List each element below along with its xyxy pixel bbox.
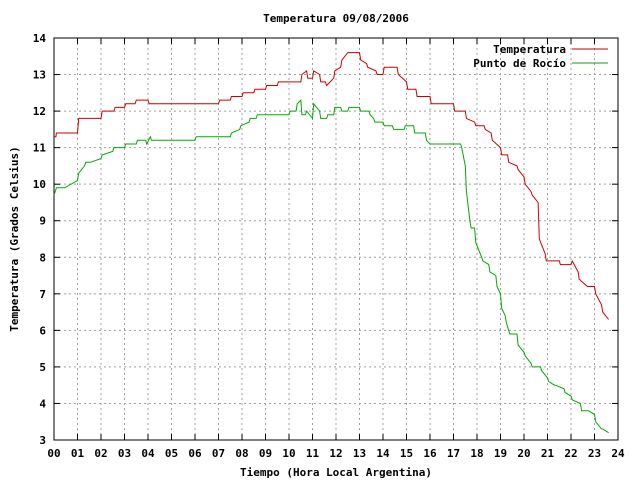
x-tick-label: 23	[588, 447, 601, 460]
y-tick-label: 13	[33, 69, 46, 82]
series-line-punto-de-rocio	[53, 98, 609, 434]
x-tick-label: 16	[423, 447, 437, 460]
legend-label: Temperatura	[493, 43, 566, 56]
x-tick-label: 00	[47, 447, 60, 460]
x-tick-label: 22	[564, 447, 577, 460]
x-tick-label: 15	[400, 447, 413, 460]
x-tick-label: 21	[541, 447, 555, 460]
y-tick-label: 12	[33, 105, 46, 118]
x-tick-label: 18	[470, 447, 483, 460]
x-tick-label: 11	[306, 447, 320, 460]
y-tick-label: 8	[39, 251, 46, 264]
chart-title: Temperatura 09/08/2006	[263, 12, 409, 25]
x-tick-label: 05	[165, 447, 178, 460]
y-tick-label: 4	[39, 397, 46, 410]
grid	[54, 38, 618, 440]
x-tick-label: 19	[494, 447, 507, 460]
y-tick-label: 6	[39, 324, 46, 337]
x-tick-label: 03	[118, 447, 131, 460]
y-tick-label: 9	[39, 215, 46, 228]
y-axis-label: Temperatura (Grados Celsius)	[8, 146, 21, 331]
series-layer	[53, 52, 609, 434]
x-tick-label: 08	[235, 447, 248, 460]
x-axis-label: Tiempo (Hora Local Argentina)	[240, 466, 432, 479]
y-tick-label: 14	[33, 32, 47, 45]
y-tick-label: 3	[39, 434, 46, 447]
x-axis-ticks: 00 01 02 03 04 05 06 07 08 09 10 11 12 13 14 15 16 17 18 19…	[47, 38, 625, 460]
x-tick-label: 04	[141, 447, 155, 460]
x-tick-label: 06	[188, 447, 202, 460]
x-tick-label: 20	[517, 447, 530, 460]
x-tick-label: 17	[447, 447, 460, 460]
x-tick-label: 14	[376, 447, 390, 460]
x-tick-label: 12	[329, 447, 342, 460]
y-tick-label: 10	[33, 178, 46, 191]
x-tick-label: 01	[71, 447, 85, 460]
y-tick-label: 11	[33, 142, 47, 155]
x-tick-label: 10	[282, 447, 295, 460]
series-line-temperatura	[54, 52, 609, 320]
y-axis-ticks: 3 4 5 6 7 8 9 10 11 12 13 14	[33, 32, 618, 447]
x-tick-label: 09	[259, 447, 272, 460]
x-tick-label: 24	[611, 447, 625, 460]
plot-frame	[53, 37, 619, 441]
y-tick-label: 7	[39, 288, 46, 301]
y-tick-label: 5	[39, 361, 46, 374]
x-tick-label: 13	[353, 447, 366, 460]
x-tick-label: 02	[94, 447, 107, 460]
legend-label: Punto de Rocío	[473, 57, 566, 70]
x-tick-label: 07	[212, 447, 225, 460]
